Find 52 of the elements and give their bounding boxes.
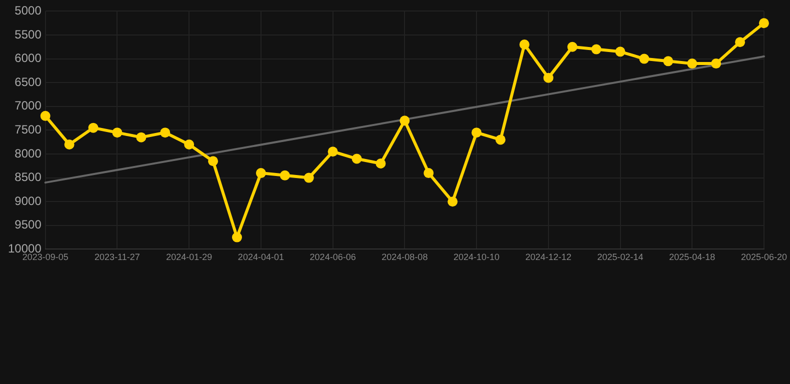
- point: [663, 56, 674, 66]
- x-tick-label: 2023-11-27: [94, 252, 140, 262]
- y-tick-label: 8000: [14, 146, 42, 160]
- point: [567, 42, 578, 52]
- x-tick-label: 2024-06-06: [310, 252, 356, 262]
- point: [352, 154, 362, 164]
- x-tick-label: 2025-04-18: [669, 252, 716, 262]
- point: [639, 54, 650, 64]
- point: [687, 58, 698, 69]
- point: [136, 132, 146, 142]
- point: [280, 170, 290, 180]
- point: [64, 139, 74, 150]
- y-tick-label: 7000: [14, 98, 42, 113]
- x-tick-label: 2025-02-14: [597, 252, 644, 262]
- point: [40, 110, 50, 121]
- point: [112, 128, 122, 138]
- y-tick-label: 7500: [14, 122, 42, 137]
- point: [160, 128, 170, 138]
- point: [711, 58, 722, 69]
- y-tick-label: 6000: [14, 51, 42, 66]
- point: [376, 158, 386, 169]
- point: [495, 134, 506, 145]
- x-tick-label: 2023-09-05: [22, 252, 68, 262]
- y-tick-label: 9500: [14, 218, 42, 232]
- point: [184, 139, 194, 150]
- point: [208, 156, 218, 166]
- x-tick-label: 2024-04-01: [238, 252, 284, 262]
- point: [256, 168, 266, 178]
- point: [400, 116, 410, 126]
- point: [615, 46, 626, 57]
- point: [519, 40, 530, 50]
- point: [735, 37, 746, 48]
- point: [88, 122, 98, 133]
- point: [472, 128, 482, 138]
- y-tick-label: 5000: [14, 4, 42, 18]
- y-tick-label: 8500: [14, 170, 42, 184]
- y-tick-label: 5500: [14, 27, 42, 42]
- point: [543, 72, 554, 83]
- y-tick-label: 6500: [14, 74, 42, 89]
- point: [304, 172, 314, 183]
- x-tick-label: 2024-01-29: [166, 252, 212, 262]
- x-tick-label: 2025-06-20: [740, 252, 788, 262]
- point: [328, 146, 338, 157]
- point: [591, 44, 602, 54]
- point: [424, 168, 434, 178]
- y-tick-label: 9000: [14, 194, 42, 208]
- x-tick-label: 2024-10-10: [454, 252, 500, 262]
- point: [448, 196, 458, 207]
- point: [232, 232, 242, 242]
- point: [758, 18, 769, 28]
- x-tick-label: 2024-12-12: [525, 252, 572, 262]
- x-tick-label: 2024-08-08: [382, 252, 428, 262]
